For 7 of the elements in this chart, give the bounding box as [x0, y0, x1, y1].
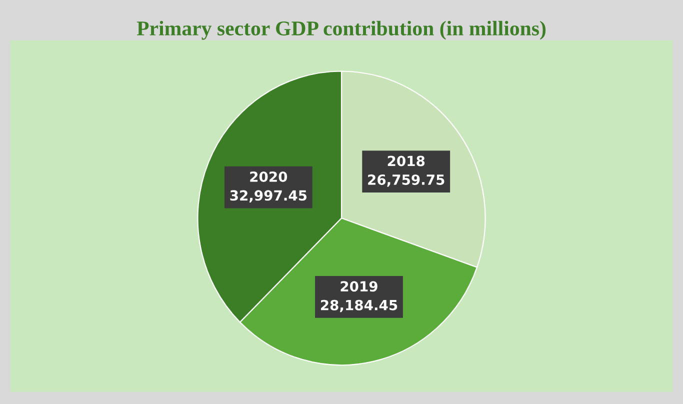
data-label: 28,184.45: [320, 300, 398, 312]
data-label: 32,997.45: [230, 190, 307, 202]
slice-label: 2020: [250, 171, 288, 182]
slice-label: 2018: [388, 156, 425, 166]
slice-label: 2019: [340, 281, 378, 292]
data-label: 26,759.75: [368, 174, 444, 187]
chart-title: Primary sector GDP contribution (in millions): [136, 20, 546, 40]
